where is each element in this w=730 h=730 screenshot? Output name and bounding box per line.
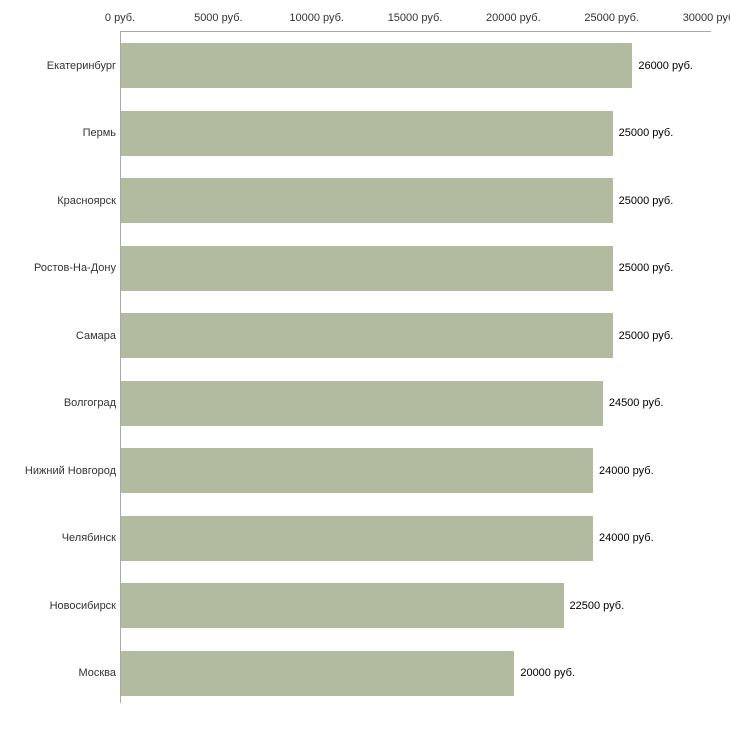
category-label: Екатеринбург bbox=[46, 59, 116, 72]
bar bbox=[121, 515, 593, 561]
bar bbox=[121, 178, 613, 223]
category-label: Ростов-На-Дону bbox=[33, 262, 116, 274]
bar-track: 24500 руб. bbox=[121, 380, 711, 426]
x-tick-label: 25000 руб. bbox=[584, 12, 639, 24]
y-axis-line bbox=[120, 31, 121, 703]
bar-track: 25000 руб. bbox=[121, 178, 711, 223]
bar-row: Ростов-На-Дону 25000 руб. bbox=[0, 235, 730, 302]
bar-row: Самара 25000 руб. bbox=[0, 302, 730, 369]
bar-row: Москва 20000 руб. bbox=[0, 640, 730, 707]
bar bbox=[121, 313, 613, 358]
value-label: 25000 руб. bbox=[618, 194, 674, 207]
value-label: 25000 руб. bbox=[618, 127, 674, 139]
value-label: 24500 руб. bbox=[608, 397, 664, 409]
x-tick-label: 15000 руб. bbox=[387, 12, 443, 24]
value-label: 22500 руб. bbox=[569, 599, 625, 612]
value-label: 24000 руб. bbox=[599, 464, 654, 477]
bar-track: 20000 руб. bbox=[121, 650, 711, 696]
bar-track: 25000 руб. bbox=[121, 110, 711, 156]
x-axis-line bbox=[120, 31, 711, 32]
value-label: 20000 руб. bbox=[520, 667, 575, 679]
bar-track: 25000 руб. bbox=[121, 245, 711, 291]
bar-row: Пермь 25000 руб. bbox=[0, 100, 730, 167]
category-label: Москва bbox=[78, 667, 116, 679]
bar-track: 26000 руб. bbox=[121, 43, 711, 88]
bar-row: Челябинск 24000 руб. bbox=[0, 505, 730, 572]
x-axis: 0 руб. 5000 руб. 10000 руб. 15000 руб. 20000… bbox=[105, 0, 730, 30]
value-label: 26000 руб. bbox=[638, 59, 693, 72]
category-label: Челябинск bbox=[61, 532, 116, 544]
x-tick-label: 0 руб. bbox=[104, 12, 136, 24]
value-label: 25000 руб. bbox=[618, 262, 674, 274]
bar-row: Волгоград 24500 руб. bbox=[0, 370, 730, 437]
bar bbox=[121, 448, 593, 493]
bar bbox=[121, 380, 603, 426]
x-tick-label: 5000 руб. bbox=[194, 12, 243, 24]
bar bbox=[121, 43, 633, 88]
bar-track: 24000 руб. bbox=[121, 515, 711, 561]
category-label: Волгоград bbox=[63, 397, 116, 409]
bar-track: 25000 руб. bbox=[121, 313, 711, 358]
bar bbox=[121, 245, 613, 291]
category-label: Самара bbox=[75, 329, 116, 342]
x-tick-label: 30000 руб. bbox=[682, 12, 730, 24]
bar-row: Нижний Новгород 24000 руб. bbox=[0, 437, 730, 504]
bar-row: Красноярск 25000 руб. bbox=[0, 167, 730, 234]
plot-area: Екатеринбург 26000 руб. Пермь 25000 руб. Кра… bbox=[0, 32, 730, 712]
x-tick-label: 10000 руб. bbox=[289, 12, 344, 24]
bar bbox=[121, 650, 515, 696]
category-label: Нижний Новгород bbox=[24, 464, 116, 477]
bar-row: Екатеринбург 26000 руб. bbox=[0, 32, 730, 99]
bar-row: Новосибирск 22500 руб. bbox=[0, 572, 730, 639]
bar-track: 22500 руб. bbox=[121, 583, 711, 628]
category-label: Красноярск bbox=[57, 194, 116, 207]
bar bbox=[121, 583, 564, 628]
bar-track: 24000 руб. bbox=[121, 448, 711, 493]
bar bbox=[121, 110, 613, 156]
value-label: 25000 руб. bbox=[618, 329, 674, 342]
x-tick-label: 20000 руб. bbox=[486, 12, 541, 24]
category-label: Пермь bbox=[82, 127, 116, 139]
category-label: Новосибирск bbox=[49, 599, 116, 612]
value-label: 24000 руб. bbox=[599, 532, 654, 544]
